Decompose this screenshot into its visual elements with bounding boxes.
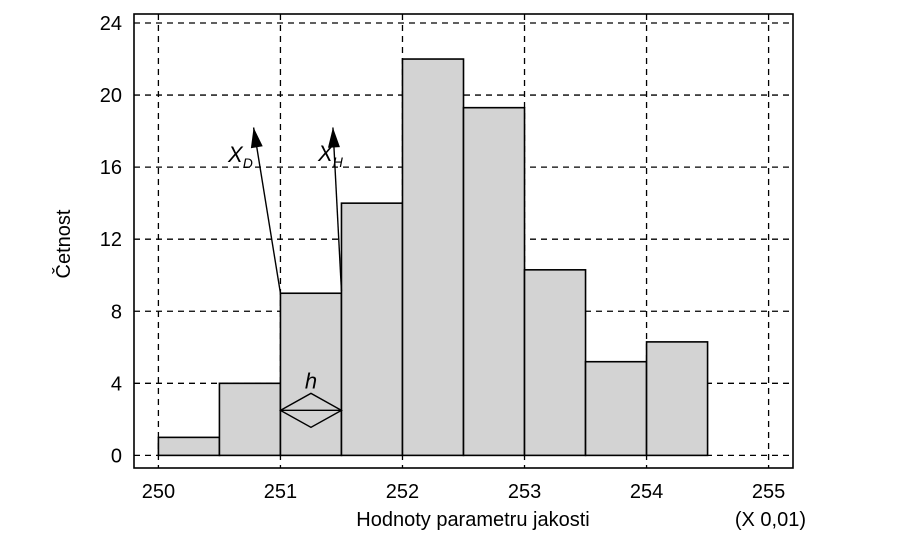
x-tick-label: 255 [752,481,785,503]
x-tick-label: 251 [264,481,297,503]
y-tick-label: 8 [111,301,122,323]
h-label: h [305,368,317,393]
y-axis-title: Četnost [52,209,75,278]
y-tick-label: 16 [100,157,122,179]
histogram-bar [401,58,465,457]
histogram-bar [279,292,343,457]
histogram-bar [218,382,282,457]
x-tick-label: 250 [142,481,175,503]
x-axis-title: Hodnoty parametru jakosti [356,509,589,531]
xd-arrow-line [252,127,282,294]
x-axis-unit: (X 0,01) [735,509,806,531]
x-tick-label: 254 [630,481,663,503]
y-tick-label: 12 [100,229,122,251]
histogram-bars [157,58,709,457]
y-tick-label: 20 [100,85,122,107]
histogram-bar [645,341,709,457]
x-tick-label: 253 [508,481,541,503]
xh-label: XH [317,141,344,170]
y-tick-label: 24 [100,13,122,35]
y-tick-label: 0 [111,445,122,467]
xh-arrow-arrowhead [327,127,340,148]
annotations: XD XH h [227,127,344,429]
histogram-bar [523,269,587,457]
plot-frame [133,13,794,469]
x-tick-label: 252 [386,481,419,503]
axis-ticks: 0 4 8 12 16 20 24 250 251 252 253 254 255 [100,13,786,503]
y-tick-label: 4 [111,373,122,395]
xh-arrow-line [332,127,343,292]
histogram-bar [157,436,221,457]
xd-arrow-arrowhead [250,127,263,149]
histogram-bar [340,202,404,457]
histogram-bar [584,360,648,457]
histogram-bar [462,106,526,457]
xd-label: XD [227,142,253,171]
